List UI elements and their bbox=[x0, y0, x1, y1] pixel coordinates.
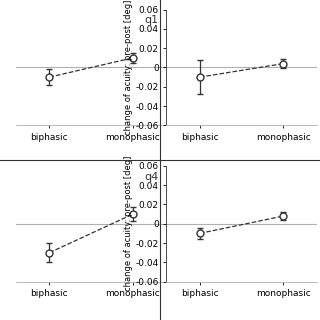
Y-axis label: change of acuity: pre-post [deg]: change of acuity: pre-post [deg] bbox=[124, 0, 132, 135]
Y-axis label: change of acuity: pre-post [deg]: change of acuity: pre-post [deg] bbox=[124, 156, 132, 292]
Text: q1: q1 bbox=[145, 15, 159, 25]
Text: q4: q4 bbox=[145, 172, 159, 182]
